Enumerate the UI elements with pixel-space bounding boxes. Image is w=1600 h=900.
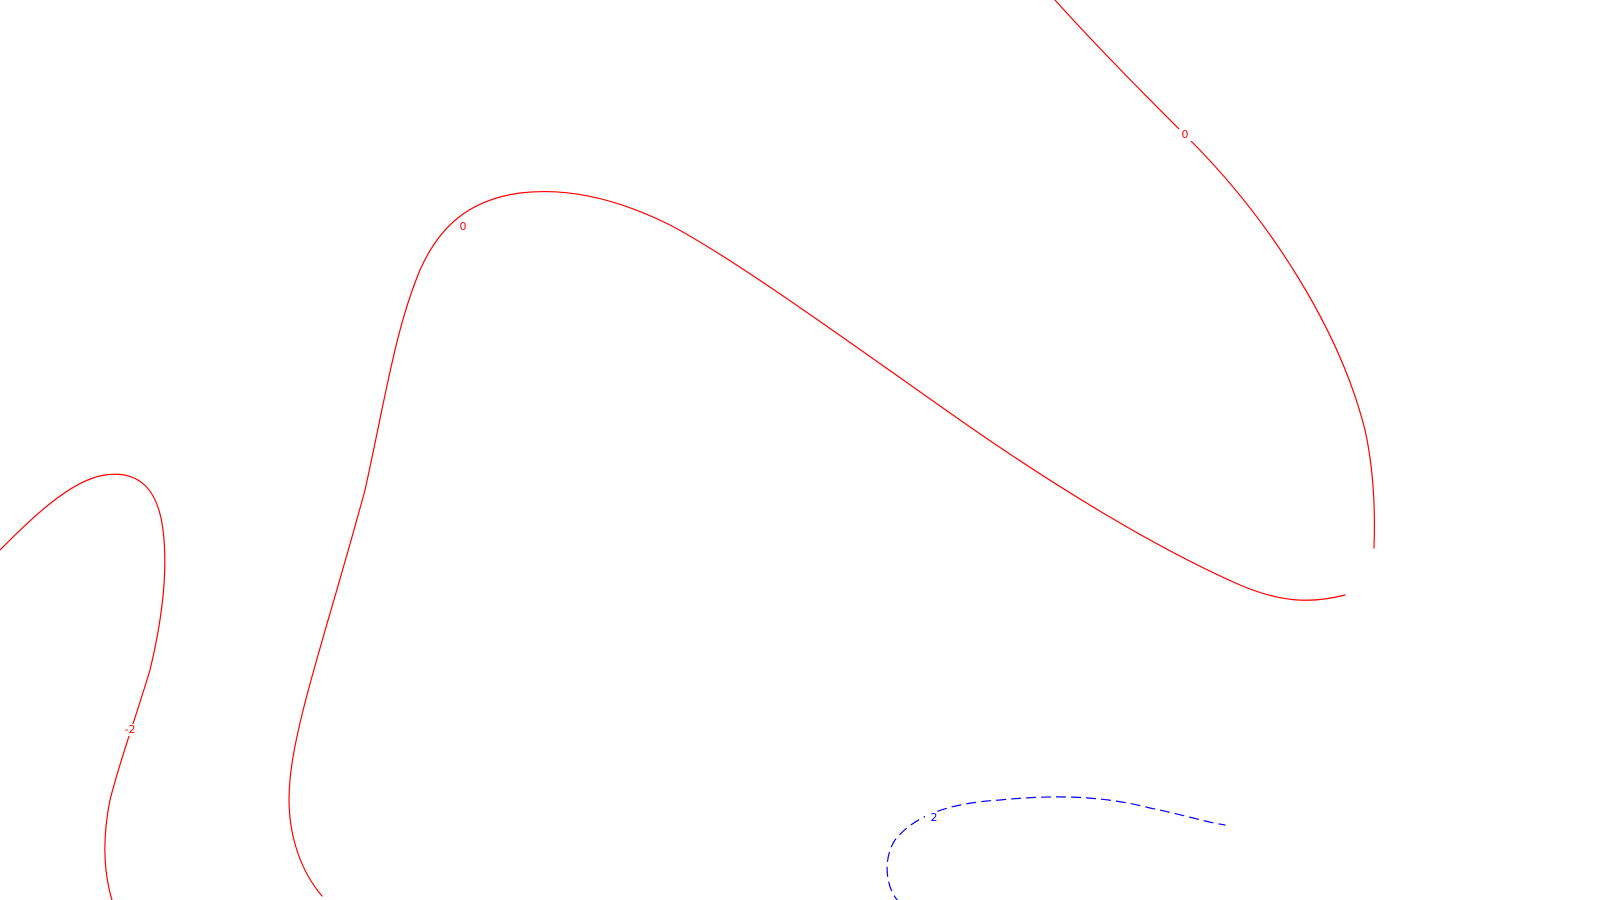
contour-label-two: 2 (931, 811, 938, 824)
contour-label-bg (1178, 129, 1192, 141)
contour-label-bg (119, 724, 141, 736)
contour-line-two-bottom (886, 796, 1226, 900)
contour-label-minus-two: -2 (125, 723, 136, 736)
contour-line-zero-upper-right (1054, 0, 1376, 549)
contour-label-zero-upper: 0 (1182, 128, 1189, 141)
contour-label-bg (456, 221, 470, 233)
contour-line-zero-main (288, 190, 1346, 897)
contour-label-zero-main: 0 (460, 220, 467, 233)
contour-line-minus-two-left (0, 473, 166, 900)
contour-label-bg (925, 812, 943, 824)
